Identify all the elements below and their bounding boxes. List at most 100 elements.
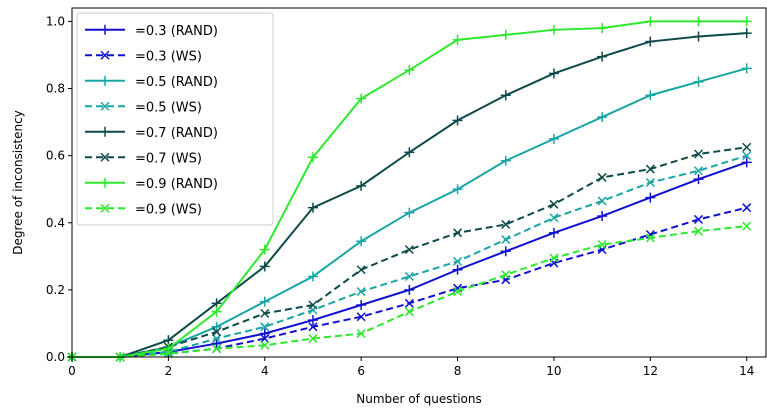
legend-marker — [100, 50, 110, 60]
data-point — [742, 142, 752, 152]
legend-marker — [100, 75, 110, 86]
data-point — [259, 296, 270, 307]
data-point — [500, 155, 511, 166]
series-7 — [67, 221, 752, 362]
legend-entry: =0.7 (RAND) — [85, 126, 218, 141]
data-point — [404, 298, 414, 308]
data-point — [453, 287, 463, 297]
data-point — [549, 213, 559, 223]
data-point — [212, 334, 222, 344]
data-point — [452, 34, 463, 45]
series-2 — [67, 63, 752, 362]
data-point — [211, 298, 222, 309]
data-point — [741, 63, 752, 74]
legend-entry: =0.5 (WS) — [85, 100, 202, 115]
data-point — [308, 334, 318, 344]
x-tick-label: 14 — [739, 364, 754, 378]
legend-marker — [100, 152, 110, 162]
data-point — [259, 244, 270, 255]
data-point — [645, 16, 656, 27]
data-point — [597, 23, 608, 34]
data-point — [259, 261, 270, 272]
x-axis-label: Number of questions — [356, 392, 482, 406]
legend-label: =0.7 (RAND) — [135, 126, 218, 141]
x-axis-ticks: 0 2 4 6 8 10 12 14 — [68, 357, 754, 378]
data-point — [693, 31, 704, 42]
data-point — [356, 299, 367, 310]
y-tick-label: 0.0 — [46, 350, 65, 364]
data-point — [501, 219, 511, 229]
y-tick-label: 0.4 — [46, 216, 65, 230]
data-point — [211, 338, 222, 349]
data-point — [597, 240, 607, 250]
y-axis-ticks: 0.0 0.2 0.4 0.6 0.8 1.0 — [46, 14, 72, 364]
data-point — [356, 287, 366, 297]
data-point — [259, 328, 270, 339]
data-point — [356, 312, 366, 322]
data-point — [308, 300, 318, 310]
x-tick-label: 12 — [643, 364, 658, 378]
legend-entry: =0.5 (RAND) — [85, 75, 218, 90]
data-point — [548, 227, 559, 238]
data-point — [307, 271, 318, 282]
data-point — [404, 245, 414, 255]
legend-box — [76, 12, 274, 226]
data-point — [211, 306, 222, 317]
data-point — [501, 235, 511, 245]
data-point — [212, 327, 222, 337]
legend-entry: =0.3 (WS) — [85, 49, 202, 64]
data-point — [307, 315, 318, 326]
data-point — [742, 221, 752, 231]
legend-label: =0.9 (RAND) — [135, 177, 218, 192]
x-tick-label: 10 — [546, 364, 561, 378]
data-point — [548, 68, 559, 79]
legend-entry: =0.3 (RAND) — [85, 24, 218, 39]
data-point — [404, 207, 415, 218]
legend-marker — [100, 24, 110, 35]
x-tick-label: 8 — [454, 364, 462, 378]
data-point — [645, 233, 655, 243]
x-tick-label: 6 — [357, 364, 365, 378]
data-point — [163, 343, 174, 354]
data-point — [645, 90, 656, 101]
legend-entry: =0.9 (RAND) — [85, 177, 218, 192]
legend-label: =0.9 (WS) — [135, 202, 202, 217]
data-point — [404, 284, 415, 295]
data-point — [742, 151, 752, 161]
data-point — [500, 90, 511, 101]
data-point — [211, 321, 222, 332]
data-point — [260, 308, 270, 318]
data-point — [453, 228, 463, 238]
legend-label: =0.3 (RAND) — [135, 24, 218, 39]
legend-label: =0.7 (WS) — [135, 151, 202, 166]
data-point — [500, 246, 511, 257]
data-point — [741, 16, 752, 27]
legend-label: =0.5 (RAND) — [135, 75, 218, 90]
data-point — [163, 335, 174, 346]
data-point — [356, 265, 366, 275]
series-4 — [67, 28, 752, 362]
data-point — [163, 349, 173, 359]
legend-label: =0.3 (WS) — [135, 49, 202, 64]
data-point — [741, 28, 752, 39]
data-point — [212, 344, 222, 354]
x-tick-label: 4 — [261, 364, 269, 378]
data-point — [597, 172, 607, 182]
series-5 — [67, 142, 752, 362]
data-point — [597, 51, 608, 62]
legend-marker — [100, 203, 110, 213]
y-axis-label: Degree of inconsistency — [11, 110, 25, 255]
plot-frame — [71, 7, 767, 358]
plot-area — [67, 16, 752, 362]
x-tick-label: 2 — [165, 364, 173, 378]
axes: 0 2 4 6 8 10 12 14 0.0 0.2 0.4 0.6 0.8 1.0 Number of… — [11, 7, 767, 406]
x-tick-label: 0 — [68, 364, 76, 378]
data-point — [404, 271, 414, 281]
data-point — [597, 112, 608, 123]
data-point — [645, 36, 656, 47]
legend-entry: =0.9 (WS) — [85, 202, 202, 217]
data-point — [453, 256, 463, 266]
data-point — [693, 226, 704, 236]
data-point — [260, 334, 270, 344]
